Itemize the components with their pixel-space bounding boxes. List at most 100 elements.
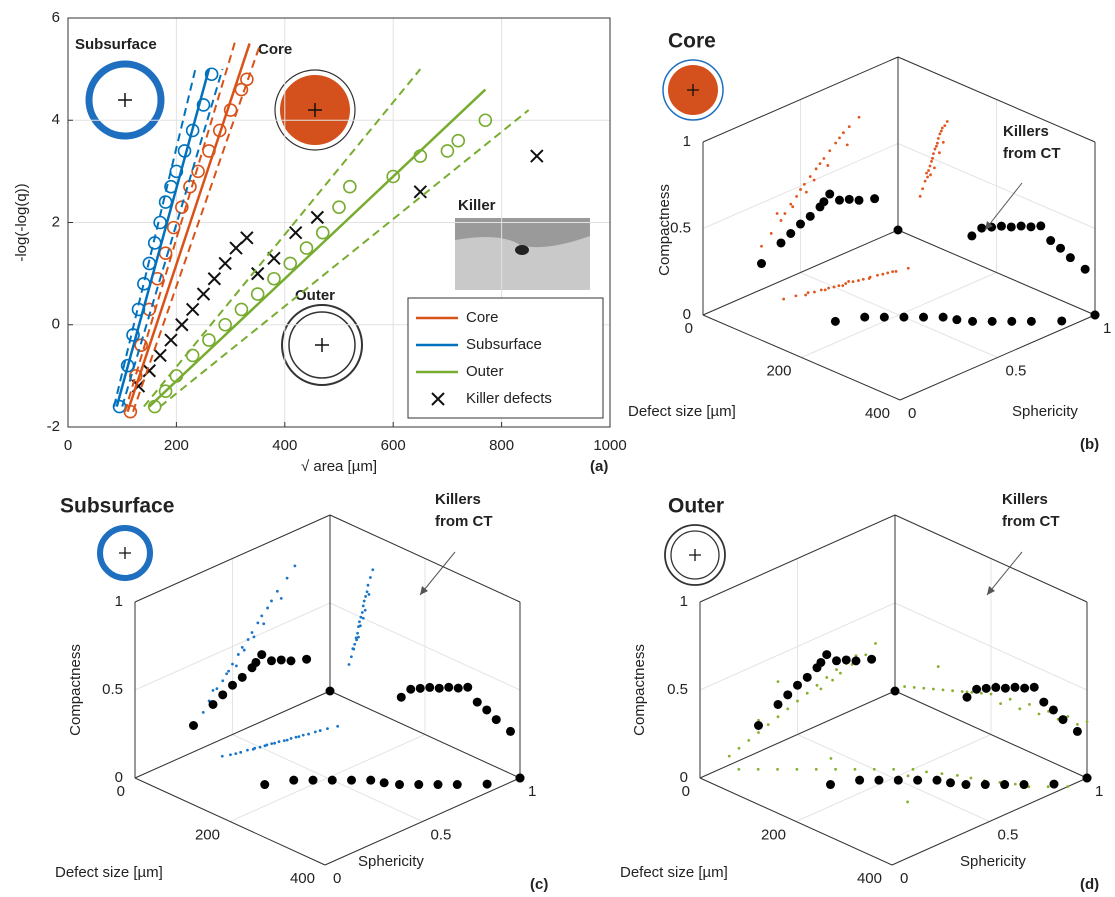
killer-point <box>1073 727 1082 736</box>
defect-point <box>286 577 289 580</box>
defect-point <box>906 801 909 804</box>
defect-point <box>286 739 289 742</box>
defect-point <box>776 768 779 771</box>
killer-point <box>1081 265 1090 274</box>
defect-point <box>838 136 841 139</box>
legend-label: Subsurface <box>466 336 542 353</box>
z-tick-label: 1 <box>680 593 688 610</box>
x-tick-label: 400 <box>857 870 882 887</box>
killer-point <box>952 315 961 324</box>
killer-point <box>1007 222 1016 231</box>
defect-point <box>819 162 822 165</box>
defect-point <box>1047 785 1050 788</box>
defect-point <box>356 632 359 635</box>
defect-point <box>942 141 945 144</box>
defect-point <box>841 284 844 287</box>
x-tick-label: 0 <box>685 320 693 337</box>
panel-label: (b) <box>1080 436 1099 453</box>
panel-title: Outer <box>668 495 724 518</box>
killer-point <box>786 229 795 238</box>
defect-point <box>824 289 827 292</box>
x-tick-label: 200 <box>195 826 220 843</box>
defect-point <box>862 278 865 281</box>
defect-point <box>970 777 973 780</box>
panel-label: (c) <box>530 876 548 893</box>
y-tick-label: 6 <box>52 9 60 26</box>
defect-point <box>350 655 353 658</box>
defect-point <box>929 173 932 176</box>
defect-point <box>1066 785 1069 788</box>
y-tick-label: 1 <box>1103 320 1111 337</box>
defect-point <box>202 711 205 714</box>
defect-point <box>767 723 770 726</box>
killer-point <box>981 780 990 789</box>
defect-point <box>786 708 789 711</box>
killer-point <box>267 656 276 665</box>
defect-point <box>925 172 928 175</box>
defect-point <box>348 663 351 666</box>
killer-point <box>380 778 389 787</box>
defect-point <box>362 617 365 620</box>
defect-point <box>777 680 780 683</box>
defect-point <box>256 621 259 624</box>
killer-point <box>1059 715 1068 724</box>
defect-point <box>803 183 806 186</box>
defect-point <box>273 742 276 745</box>
killer-point <box>1049 705 1058 714</box>
defect-point <box>854 768 857 771</box>
defect-point <box>924 180 927 183</box>
defect-point <box>943 124 946 127</box>
killer-point <box>454 684 463 693</box>
subsurface-icon-small <box>100 528 150 578</box>
killer-point <box>482 705 491 714</box>
legend-label: Outer <box>466 363 504 380</box>
killer-point <box>516 774 525 783</box>
killer-point <box>287 656 296 665</box>
killer-point <box>289 776 298 785</box>
y-tick-label: 4 <box>52 111 60 128</box>
killer-point <box>961 780 970 789</box>
defect-point <box>815 768 818 771</box>
defect-point <box>355 638 358 641</box>
core-icon-small <box>663 60 723 120</box>
defect-point <box>260 614 263 617</box>
core-icon <box>275 70 355 150</box>
defect-point <box>295 736 298 739</box>
z-tick-label: 1 <box>115 593 123 610</box>
y-tick-label: 0 <box>52 316 60 333</box>
defect-point <box>368 593 371 596</box>
defect-point <box>913 686 916 689</box>
defect-point <box>280 597 283 600</box>
defect-point <box>364 609 367 612</box>
defect-point <box>857 279 860 282</box>
annotation: Killers <box>435 491 481 508</box>
defect-point <box>990 693 993 696</box>
defect-point <box>876 274 879 277</box>
defect-point <box>252 748 255 751</box>
defect-point <box>895 270 898 273</box>
defect-point <box>1014 783 1017 786</box>
defect-point <box>789 203 792 206</box>
defect-point <box>795 195 798 198</box>
killer-point <box>1027 317 1036 326</box>
defect-point <box>934 148 937 151</box>
defect-point <box>353 643 356 646</box>
y-tick-label: -2 <box>47 418 60 435</box>
killer-point <box>1030 683 1039 692</box>
y-axis-label: Sphericity <box>358 853 424 870</box>
defect-point <box>270 600 273 603</box>
defect-point <box>837 284 840 287</box>
killer-point <box>874 776 883 785</box>
defect-point <box>804 294 807 297</box>
defect-point <box>961 690 964 693</box>
defect-point <box>239 751 242 754</box>
killer-point <box>257 650 266 659</box>
killer-point <box>757 259 766 268</box>
defect-point <box>946 120 949 123</box>
defect-point <box>932 688 935 691</box>
killer-point <box>444 683 453 692</box>
defect-point <box>246 749 249 752</box>
killer-point <box>826 780 835 789</box>
defect-point <box>864 653 867 656</box>
defect-point <box>807 291 810 294</box>
